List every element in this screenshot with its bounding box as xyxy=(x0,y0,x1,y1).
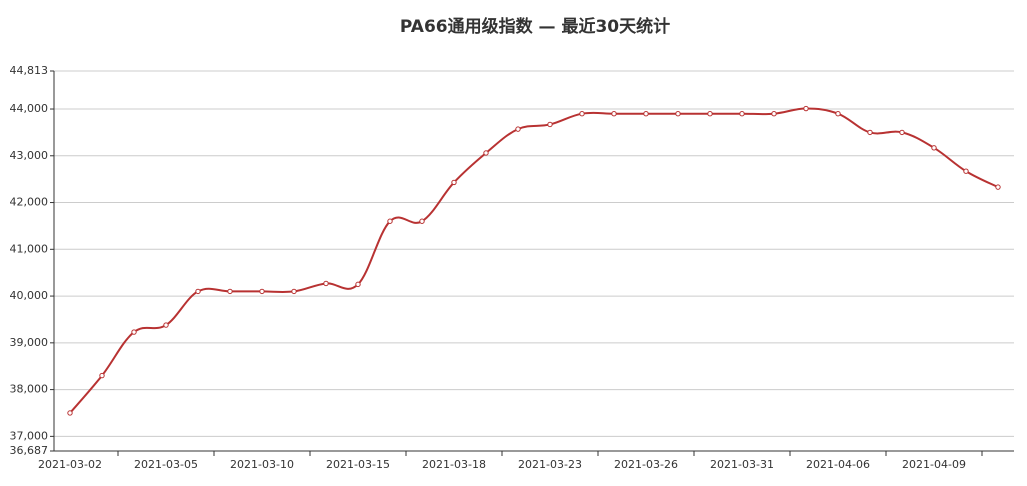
x-tick-label: 2021-03-31 xyxy=(710,458,774,471)
point xyxy=(483,150,489,156)
y-tick-label: 37,000 xyxy=(10,429,49,442)
point xyxy=(675,110,681,117)
point xyxy=(547,121,553,128)
y-tick-label: 44,813 xyxy=(10,64,49,77)
y-tick-label: 43,000 xyxy=(10,149,49,162)
x-tick-label: 2021-03-05 xyxy=(134,458,198,471)
x-tick-label: 2021-03-02 xyxy=(38,458,102,471)
point xyxy=(739,110,745,117)
point xyxy=(771,110,777,117)
x-tick-label: 2021-03-23 xyxy=(518,458,582,471)
point xyxy=(707,110,713,117)
point xyxy=(995,184,1001,190)
x-tick-label: 2021-03-18 xyxy=(422,458,486,471)
x-tick-label: 2021-03-26 xyxy=(614,458,678,471)
point xyxy=(259,288,265,295)
y-tick-label: 41,000 xyxy=(10,242,49,255)
line xyxy=(69,107,999,414)
point xyxy=(835,110,841,117)
point xyxy=(419,218,425,224)
y-tick-label: 40,000 xyxy=(10,289,49,302)
point xyxy=(131,329,137,335)
point xyxy=(195,288,201,295)
point xyxy=(515,126,521,132)
point xyxy=(355,281,361,288)
point xyxy=(803,105,809,112)
point xyxy=(323,280,329,287)
y-tick-label: 39,000 xyxy=(10,336,49,349)
point xyxy=(931,145,937,151)
point xyxy=(67,410,73,416)
x-tick-label: 2021-04-06 xyxy=(806,458,870,471)
chart-title: PA66通用级指数 — 最近30天统计 xyxy=(400,16,670,37)
point xyxy=(963,168,969,174)
point xyxy=(387,218,393,224)
point xyxy=(579,110,585,117)
y-tick-label: 38,000 xyxy=(10,383,49,396)
y-tick-label: 44,000 xyxy=(10,102,49,115)
point xyxy=(611,110,617,117)
point xyxy=(227,288,233,295)
x-tick-label: 2021-03-15 xyxy=(326,458,390,471)
x-tick-label: 2021-04-09 xyxy=(902,458,966,471)
y-tick-label: 42,000 xyxy=(10,196,49,209)
point xyxy=(163,322,169,328)
x-tick-label: 2021-03-10 xyxy=(230,458,294,471)
point xyxy=(867,129,873,136)
point xyxy=(899,129,905,136)
point xyxy=(451,179,457,186)
point xyxy=(643,110,649,117)
point xyxy=(99,372,105,379)
y-tick-label: 36,687 xyxy=(10,444,49,457)
point xyxy=(291,288,297,295)
